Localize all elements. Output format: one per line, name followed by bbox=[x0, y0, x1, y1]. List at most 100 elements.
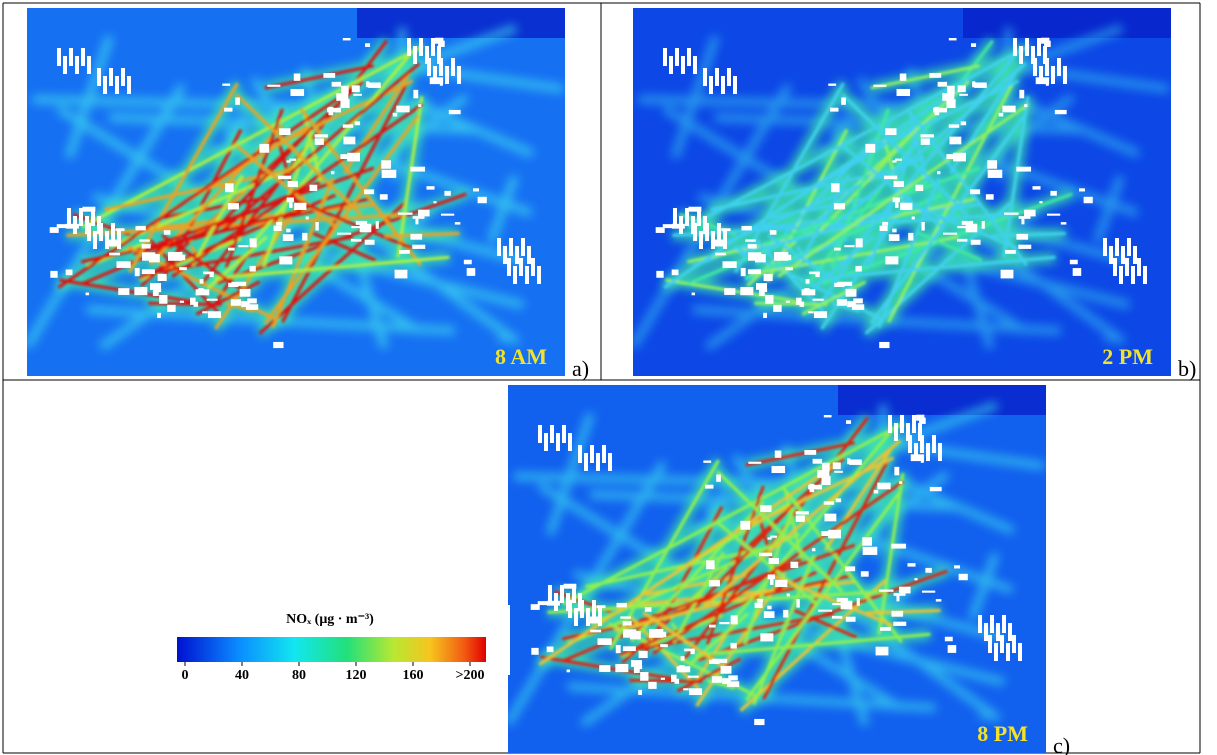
building bbox=[828, 84, 836, 86]
building bbox=[748, 462, 761, 464]
map-panel: 2 PM bbox=[633, 8, 1171, 376]
building bbox=[382, 170, 397, 178]
building bbox=[722, 678, 731, 684]
building bbox=[562, 425, 566, 443]
building bbox=[899, 481, 902, 484]
building bbox=[959, 574, 968, 580]
building bbox=[1008, 623, 1012, 641]
building bbox=[703, 461, 711, 463]
colorbar: NOₓ (μg · m⁻³) 04080120160>200 bbox=[150, 605, 510, 683]
building bbox=[343, 137, 355, 145]
building bbox=[365, 240, 375, 245]
building bbox=[69, 48, 73, 66]
building bbox=[368, 82, 381, 87]
building bbox=[760, 633, 773, 641]
panel-label: a) bbox=[572, 356, 589, 381]
building bbox=[921, 134, 934, 137]
building bbox=[431, 38, 435, 56]
building bbox=[1041, 38, 1049, 44]
building bbox=[464, 260, 472, 265]
building bbox=[934, 107, 939, 115]
building bbox=[410, 167, 425, 172]
building bbox=[513, 266, 517, 284]
building bbox=[1115, 238, 1119, 256]
building bbox=[115, 228, 124, 231]
building bbox=[824, 415, 832, 417]
building bbox=[1005, 250, 1016, 254]
building bbox=[974, 82, 987, 87]
building bbox=[285, 129, 289, 134]
building bbox=[796, 599, 799, 608]
building bbox=[135, 226, 145, 230]
building bbox=[457, 66, 461, 84]
colorbar-tick-label: >200 bbox=[456, 668, 485, 683]
building bbox=[1109, 246, 1113, 264]
building bbox=[922, 591, 935, 593]
building bbox=[167, 305, 175, 312]
building bbox=[671, 675, 677, 682]
building bbox=[410, 234, 422, 240]
building bbox=[763, 313, 767, 318]
building bbox=[892, 160, 896, 162]
building bbox=[899, 587, 911, 594]
building bbox=[525, 266, 529, 284]
building bbox=[73, 216, 77, 234]
building bbox=[57, 224, 68, 228]
building bbox=[560, 585, 564, 603]
building bbox=[727, 68, 731, 86]
building bbox=[648, 682, 656, 689]
building bbox=[1057, 58, 1061, 76]
building bbox=[926, 443, 930, 461]
building bbox=[259, 144, 269, 153]
building bbox=[640, 672, 648, 681]
building bbox=[393, 113, 398, 117]
building bbox=[336, 93, 348, 101]
building bbox=[900, 415, 904, 433]
building bbox=[225, 183, 234, 192]
building bbox=[283, 234, 294, 241]
building bbox=[99, 223, 103, 241]
building bbox=[731, 615, 738, 624]
building bbox=[596, 453, 600, 471]
building bbox=[355, 121, 360, 125]
building bbox=[830, 108, 838, 112]
building bbox=[623, 646, 636, 651]
building bbox=[834, 471, 843, 473]
building bbox=[681, 56, 685, 74]
building bbox=[862, 537, 872, 545]
building bbox=[863, 547, 878, 555]
building bbox=[323, 73, 335, 78]
building bbox=[1039, 66, 1043, 84]
building bbox=[1024, 210, 1036, 217]
building bbox=[598, 608, 602, 626]
building bbox=[832, 603, 841, 605]
building bbox=[914, 578, 917, 580]
building bbox=[198, 288, 203, 290]
building bbox=[857, 598, 860, 606]
building bbox=[584, 453, 588, 471]
building bbox=[91, 208, 95, 226]
building bbox=[115, 76, 119, 94]
panel-label: b) bbox=[1178, 356, 1196, 381]
building bbox=[844, 245, 854, 247]
building bbox=[537, 266, 541, 284]
building bbox=[949, 124, 959, 127]
building bbox=[590, 445, 594, 463]
building bbox=[970, 189, 980, 194]
building bbox=[1113, 258, 1117, 276]
building bbox=[996, 623, 1000, 641]
building bbox=[340, 154, 348, 159]
building bbox=[920, 435, 924, 453]
building bbox=[159, 295, 167, 304]
building bbox=[937, 171, 940, 174]
building bbox=[449, 110, 461, 114]
building bbox=[916, 415, 924, 421]
building bbox=[984, 623, 988, 641]
building bbox=[347, 153, 360, 162]
building bbox=[690, 649, 694, 654]
building bbox=[880, 627, 891, 631]
colorbar-title: NOₓ (μg · m⁻³) bbox=[286, 612, 374, 627]
building bbox=[693, 223, 697, 241]
building bbox=[287, 197, 294, 202]
building bbox=[179, 267, 187, 270]
